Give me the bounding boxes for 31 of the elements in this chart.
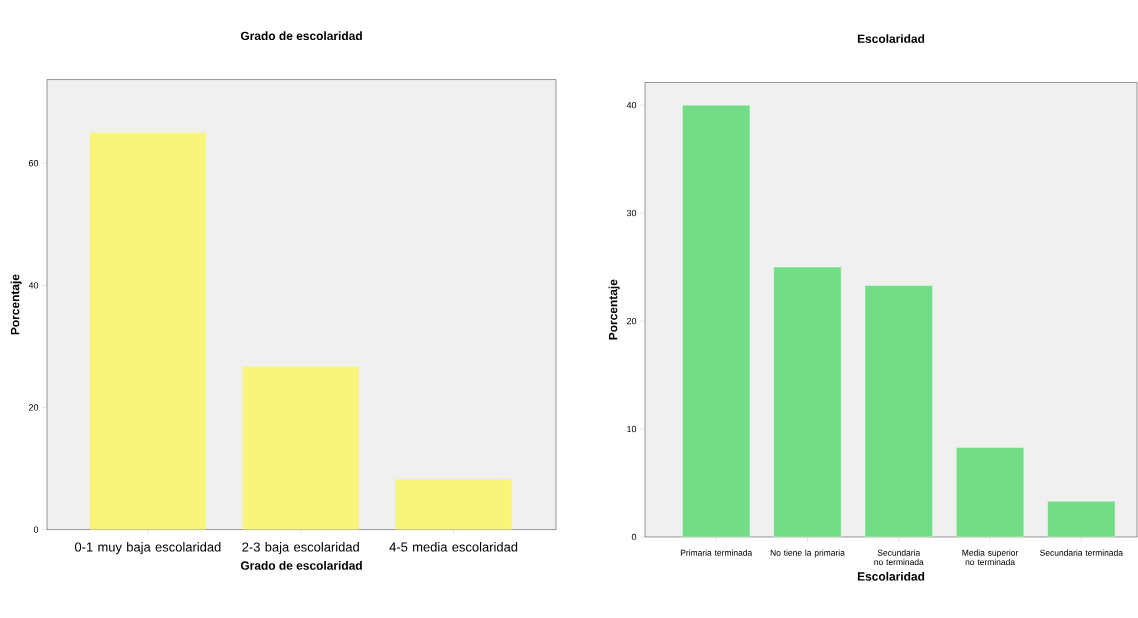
x-tick-label: Primaria terminada: [680, 549, 753, 556]
y-axis-title: Porcentaje: [10, 274, 22, 335]
bar: [956, 447, 1025, 538]
bar: [1047, 501, 1116, 538]
x-tick-label: 4-5 media escolaridad: [389, 542, 518, 552]
y-tick-label: 0: [33, 526, 39, 533]
bar: [864, 285, 933, 538]
x-tick-label: Secundaria no terminada: [874, 549, 924, 566]
y-tick-label: 40: [626, 101, 637, 109]
y-tick-label: 40: [28, 282, 39, 289]
y-tick-label: 10: [627, 425, 637, 433]
chart-title: Escolaridad: [857, 34, 925, 43]
x-tick-label: 2-3 baja escolaridad: [242, 542, 359, 555]
x-tick-label: Media superior no terminada: [962, 549, 1019, 566]
x-axis-title: Escolaridad: [857, 571, 925, 581]
y-tick-label: 60: [28, 160, 39, 167]
x-tick-label: 0-1 muy baja escolaridad: [74, 542, 221, 555]
bar: [682, 104, 751, 538]
y-tick-label: 30: [626, 209, 637, 217]
y-tick-label: 0: [631, 533, 637, 541]
x-axis-title: Grado de escolaridad: [240, 561, 362, 570]
bar: [395, 478, 512, 530]
bar: [773, 266, 842, 538]
bar: [242, 366, 359, 530]
bar: [89, 132, 206, 530]
chart-title: Grado de escolaridad: [240, 31, 362, 41]
y-tick-label: 20: [626, 317, 637, 325]
y-tick-label: 20: [28, 404, 39, 411]
y-axis-title: Porcentaje: [608, 279, 620, 340]
x-tick-label: No tiene la primaria: [770, 549, 845, 558]
x-tick-label: Secundaria terminada: [1040, 549, 1123, 556]
